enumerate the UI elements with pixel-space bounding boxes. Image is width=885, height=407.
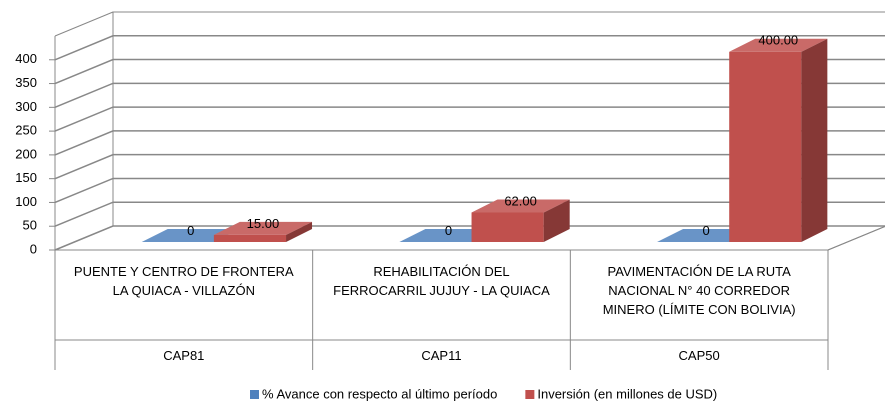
category-code: CAP11 — [421, 348, 462, 363]
bar-side — [286, 221, 313, 242]
y-tick-label: 250 — [15, 123, 37, 138]
y-tick-label: 350 — [15, 75, 37, 90]
grid-line — [54, 153, 885, 180]
data-label: 400.00 — [758, 33, 798, 48]
data-label: 62.00 — [504, 193, 537, 208]
grid-line — [54, 130, 885, 156]
y-tick-label: 150 — [15, 170, 37, 185]
y-tick-label: 400 — [15, 51, 37, 66]
grid-line — [54, 58, 885, 85]
bar-front — [213, 234, 287, 242]
grid-line — [54, 201, 885, 227]
floor-right-edge — [827, 225, 885, 251]
bar-front — [471, 212, 544, 242]
y-tick-label: 300 — [15, 99, 37, 114]
legend-label: % Avance con respecto al último período — [262, 386, 497, 401]
grid-line — [54, 35, 885, 61]
legend-label: Inversión (en millones de USD) — [537, 386, 717, 401]
data-label: 15.00 — [247, 216, 280, 231]
bar-top — [729, 38, 828, 52]
grid-line — [54, 82, 885, 109]
bar — [213, 221, 313, 242]
grid-line — [54, 106, 885, 132]
side-wall-edge — [54, 11, 114, 37]
data-label: 0 — [445, 223, 452, 238]
legend-swatch — [250, 390, 259, 399]
grid-line — [54, 225, 885, 251]
bar-top — [471, 199, 570, 213]
category-label: PUENTE Y CENTRO DE FRONTERA LA QUIACA - … — [73, 264, 294, 298]
bar-side — [801, 38, 828, 243]
y-tick-label: 0 — [30, 241, 37, 256]
category-label: PAVIMENTACIÓN DE LA RUTA NACIONAL N° 40 … — [602, 264, 796, 317]
bar-front — [729, 51, 802, 243]
bar-top — [213, 221, 313, 235]
y-tick-label: 200 — [15, 146, 37, 161]
bar — [729, 38, 828, 243]
grid-line — [54, 177, 885, 204]
data-label: 0 — [703, 223, 710, 238]
category-code: CAP50 — [678, 348, 720, 363]
bar-side — [543, 199, 570, 242]
category-code: CAP81 — [163, 348, 205, 363]
category-label: REHABILITACIÓN DEL FERROCARRIL JUJUY - L… — [333, 264, 550, 298]
legend-swatch — [525, 390, 535, 399]
y-tick-label: 50 — [23, 218, 37, 233]
y-tick-label: 100 — [15, 194, 37, 209]
bar — [471, 199, 570, 242]
data-label: 0 — [187, 223, 194, 238]
